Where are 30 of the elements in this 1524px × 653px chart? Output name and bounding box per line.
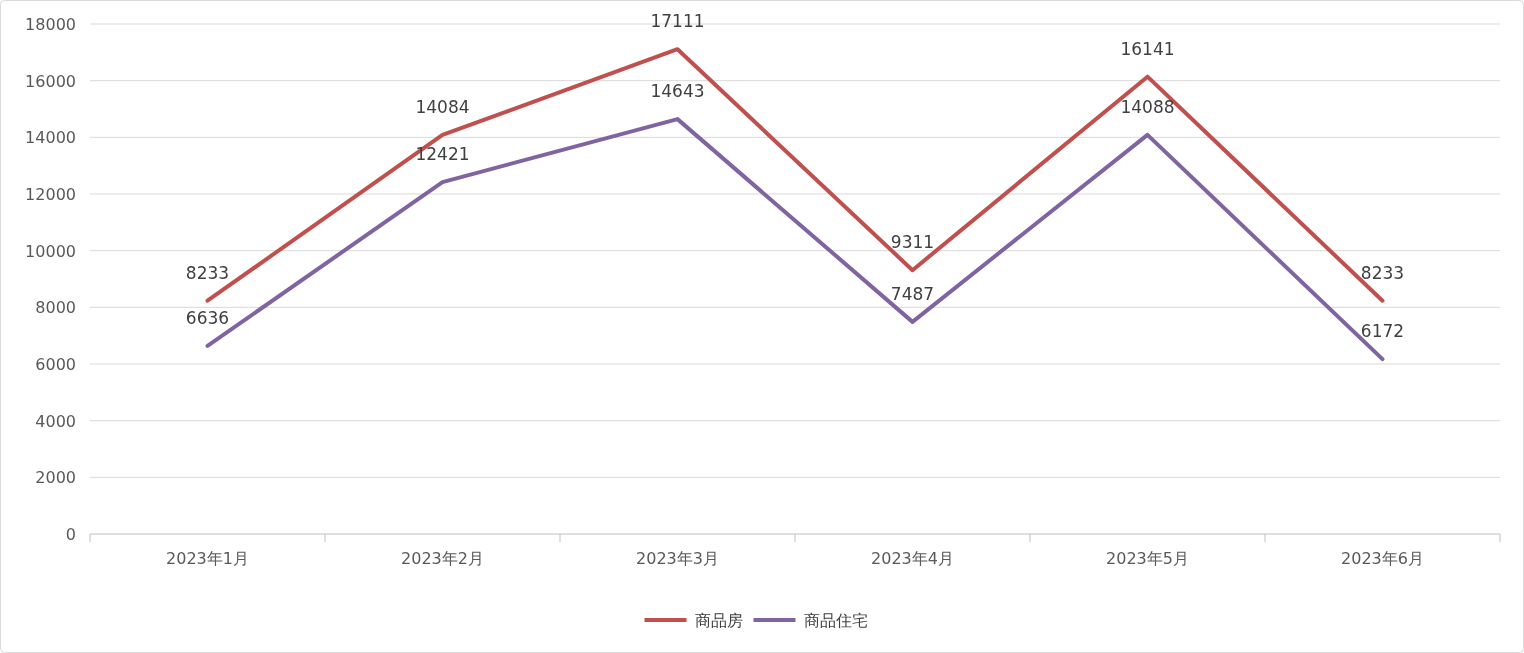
data-label: 8233 <box>1360 262 1405 283</box>
x-tick-label: 2023年1月 <box>166 549 249 568</box>
y-tick-label: 14000 <box>25 128 76 148</box>
y-tick-label: 0 <box>65 525 76 544</box>
x-tick-label: 2023年6月 <box>1341 549 1424 568</box>
data-label: 14088 <box>1120 96 1175 117</box>
y-tick-label: 12000 <box>25 185 76 204</box>
data-label: 8233 <box>185 262 230 283</box>
x-tick-label: 2023年2月 <box>401 549 484 568</box>
data-label: 16141 <box>1120 38 1175 59</box>
y-tick-label: 8000 <box>35 298 76 318</box>
x-tick-label: 2023年3月 <box>636 549 719 568</box>
data-label: 7487 <box>890 283 935 304</box>
x-tick-label: 2023年4月 <box>871 549 954 568</box>
data-label: 14643 <box>650 81 705 102</box>
data-label: 17111 <box>650 11 705 32</box>
y-tick-label: 10000 <box>25 241 76 261</box>
data-label: 6636 <box>185 307 230 328</box>
legend-label: 商品住宅 <box>803 611 868 630</box>
legend-label: 商品房 <box>694 611 743 630</box>
y-tick-label: 4000 <box>35 411 76 431</box>
y-tick-label: 16000 <box>25 71 76 91</box>
data-label: 12421 <box>415 144 470 165</box>
data-label: 14084 <box>415 96 470 117</box>
data-label: 6172 <box>1360 321 1405 342</box>
x-tick-label: 2023年5月 <box>1106 549 1189 568</box>
y-tick-label: 2000 <box>35 468 76 488</box>
data-label: 9311 <box>890 232 935 253</box>
y-tick-label: 6000 <box>35 355 76 374</box>
y-tick-label: 18000 <box>25 15 76 34</box>
